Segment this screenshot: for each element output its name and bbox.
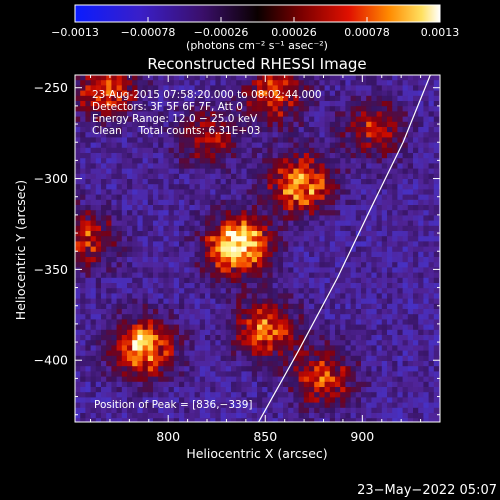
y-axis-label: Heliocentric Y (arcsec): [13, 180, 28, 320]
colorbar-units: (photons cm⁻² s⁻¹ asec⁻²): [186, 39, 328, 52]
x-tick-label: 900: [350, 429, 374, 444]
y-axis: −250 −300 −350 −400: [34, 80, 440, 416]
colorbar-tick-label: −0.00078: [121, 26, 176, 39]
colorbar-tick-label: 0.00026: [271, 26, 317, 39]
info-clean-counts: Clean Total counts: 6.31E+03: [92, 125, 261, 137]
colorbar-ticks: −0.0013 −0.00078 −0.00026 0.00026 0.00078 0.0…: [51, 17, 459, 39]
x-axis: 800 850 900: [90, 75, 441, 444]
solar-limb-line: [257, 75, 431, 422]
y-tick-label: −250: [34, 80, 68, 95]
info-time-range: 23-Aug-2015 07:58:20.000 to 08:02:44.000: [92, 89, 322, 101]
chart-title: Reconstructed RHESSI Image: [147, 55, 366, 73]
colorbar-tick-label: 0.0013: [421, 26, 460, 39]
y-tick-label: −300: [34, 171, 68, 186]
info-energy-range: Energy Range: 12.0 − 25.0 keV: [92, 113, 258, 125]
colorbar-tick-label: −0.0013: [51, 26, 99, 39]
x-tick-label: 850: [253, 429, 277, 444]
y-tick-label: −400: [34, 353, 68, 368]
heatmap: [75, 75, 440, 422]
x-tick-label: 800: [156, 429, 180, 444]
colorbar-tick-label: −0.00026: [194, 26, 249, 39]
x-axis-label: Heliocentric X (arcsec): [186, 446, 327, 461]
y-tick-label: −350: [34, 262, 68, 277]
colorbar-tick-label: 0.00078: [344, 26, 390, 39]
footer-timestamp: 23−May−2022 05:07: [357, 483, 497, 498]
peak-position-label: Position of Peak = [836,−339]: [94, 399, 253, 411]
plot-frame: [74, 74, 441, 423]
info-detectors: Detectors: 3F 5F 6F 7F, Att 0: [92, 101, 243, 113]
observation-info: 23-Aug-2015 07:58:20.000 to 08:02:44.000…: [92, 89, 322, 137]
colorbar: [74, 4, 441, 23]
